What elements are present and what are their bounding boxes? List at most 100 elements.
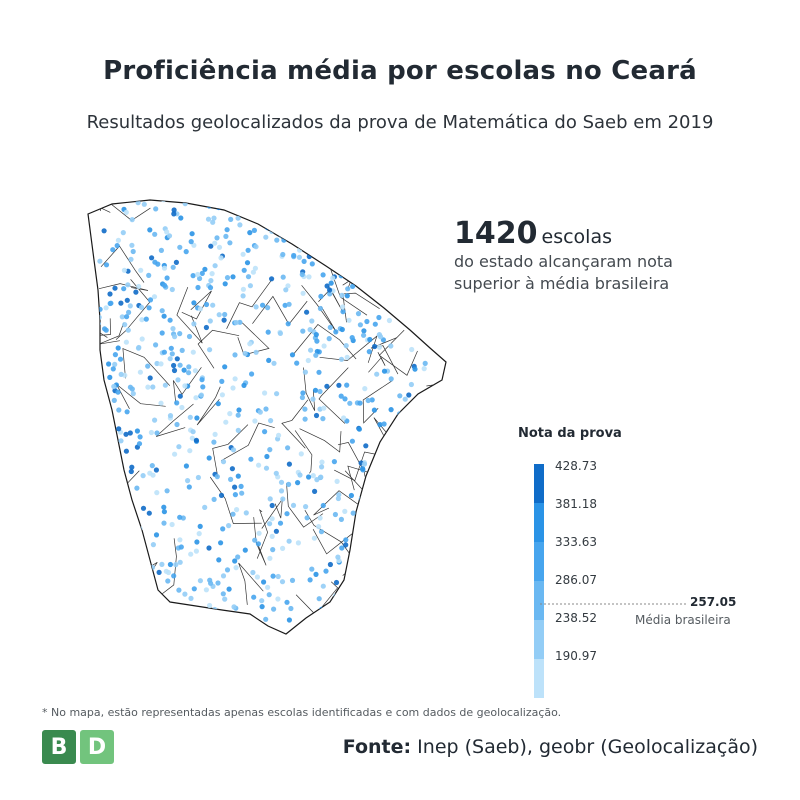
legend-mean-value: 257.05 xyxy=(690,595,737,609)
school-point xyxy=(430,394,436,400)
school-point xyxy=(106,585,112,591)
school-point xyxy=(309,261,315,267)
municipality-border xyxy=(294,430,313,474)
school-point xyxy=(162,611,168,617)
school-point xyxy=(207,318,213,324)
school-point xyxy=(286,481,292,487)
school-point xyxy=(443,262,446,268)
school-point xyxy=(332,511,338,518)
school-point xyxy=(327,324,333,330)
school-point xyxy=(103,262,110,268)
school-point xyxy=(96,517,102,523)
school-point xyxy=(166,233,173,239)
school-point xyxy=(124,409,130,415)
school-point xyxy=(378,542,385,548)
school-point xyxy=(161,509,167,515)
school-point xyxy=(390,623,396,629)
school-point xyxy=(197,523,203,530)
school-point xyxy=(314,477,320,483)
school-point xyxy=(413,239,419,246)
school-point xyxy=(177,244,183,250)
school-point xyxy=(320,416,326,422)
school-point xyxy=(263,616,269,622)
municipality-border xyxy=(100,245,145,283)
school-point xyxy=(159,308,165,314)
school-point xyxy=(310,396,316,402)
school-point xyxy=(320,583,326,589)
school-point xyxy=(399,621,405,627)
school-point xyxy=(125,282,131,288)
footnote: * No mapa, estão representadas apenas es… xyxy=(42,706,562,719)
legend-swatch xyxy=(534,620,544,659)
school-point xyxy=(117,356,124,362)
school-point xyxy=(343,542,349,548)
school-point xyxy=(349,553,355,559)
callout-count: 1420 xyxy=(454,216,538,251)
school-point xyxy=(417,294,423,301)
school-point xyxy=(134,485,140,491)
school-point xyxy=(441,283,446,289)
school-point xyxy=(336,492,342,498)
school-point xyxy=(388,607,394,613)
school-point xyxy=(131,589,137,595)
school-point xyxy=(268,418,274,424)
school-point xyxy=(361,332,367,338)
school-point xyxy=(297,472,303,478)
school-point xyxy=(216,557,222,563)
school-point xyxy=(262,390,268,396)
school-point xyxy=(402,408,408,415)
municipality-border xyxy=(226,279,273,329)
municipality-border xyxy=(295,581,339,616)
school-point xyxy=(230,385,236,391)
school-point xyxy=(127,430,133,436)
school-point xyxy=(387,475,393,481)
municipality-border xyxy=(253,517,267,566)
school-point xyxy=(376,344,382,350)
school-point xyxy=(374,530,380,536)
school-point xyxy=(150,542,156,548)
school-point xyxy=(101,200,107,207)
school-point xyxy=(174,400,180,406)
school-point xyxy=(376,314,382,321)
school-point xyxy=(361,461,368,467)
school-point xyxy=(300,290,306,296)
school-point xyxy=(417,530,423,536)
school-point xyxy=(211,215,217,221)
school-point xyxy=(416,450,422,456)
school-point xyxy=(252,418,258,424)
school-point xyxy=(367,221,373,227)
school-point xyxy=(409,257,415,263)
school-point xyxy=(190,349,196,355)
school-point xyxy=(417,244,423,250)
school-point xyxy=(280,545,286,552)
school-point xyxy=(404,592,410,598)
school-point xyxy=(257,409,263,415)
school-point xyxy=(227,625,233,631)
school-point xyxy=(429,242,435,248)
school-point xyxy=(371,267,377,273)
school-point xyxy=(377,586,383,593)
school-point xyxy=(164,229,170,235)
school-point xyxy=(384,505,391,511)
school-point xyxy=(302,406,308,412)
school-point xyxy=(228,476,234,482)
school-point xyxy=(219,378,225,384)
school-point xyxy=(312,488,318,494)
school-point xyxy=(368,205,374,211)
school-point xyxy=(381,421,387,427)
school-point xyxy=(276,432,282,438)
school-point xyxy=(101,228,107,234)
school-point xyxy=(147,297,154,303)
school-point xyxy=(228,216,234,222)
school-point xyxy=(185,478,191,484)
school-point xyxy=(137,369,143,375)
school-point xyxy=(199,270,205,276)
school-point xyxy=(232,492,238,498)
school-point xyxy=(194,415,200,421)
school-point xyxy=(441,571,446,577)
school-point xyxy=(381,368,388,374)
school-point xyxy=(354,254,360,261)
school-point xyxy=(433,223,439,229)
school-point xyxy=(326,236,332,242)
school-point xyxy=(388,343,394,349)
